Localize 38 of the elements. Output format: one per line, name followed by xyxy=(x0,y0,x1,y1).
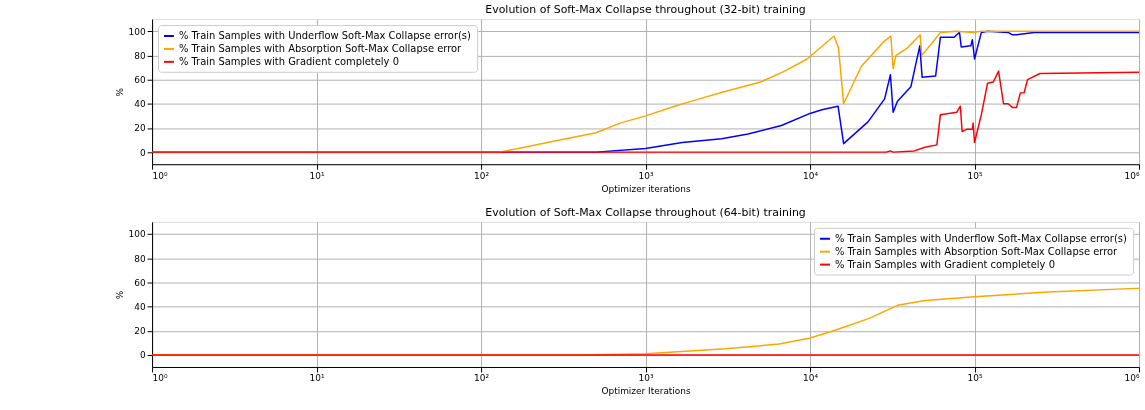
legend-label: % Train Samples with Absorption Soft-Max Collapse error xyxy=(178,42,463,54)
x-tick-label: 10³ xyxy=(638,170,654,181)
legend-label: % Train Samples with Gradient completely 0 xyxy=(178,55,399,67)
y-tick-label: 100 xyxy=(128,229,146,240)
y-tick-label: 40 xyxy=(134,301,146,312)
x-axis-title: Optimizer Iterations xyxy=(601,386,691,397)
y-axis-title: % xyxy=(114,290,125,300)
y-tick-label: 20 xyxy=(134,123,146,134)
legend-label: % Train Samples with Absorption Soft-Max Collapse error xyxy=(834,245,1119,257)
y-tick-label: 100 xyxy=(128,26,146,37)
x-tick-label: 10³ xyxy=(638,373,654,384)
y-tick-label: 20 xyxy=(134,326,146,337)
x-tick-label: 10⁴ xyxy=(803,373,819,384)
y-axis-title: % xyxy=(114,87,125,97)
x-tick-label: 10⁵ xyxy=(967,373,983,384)
y-tick-label: 0 xyxy=(139,350,146,361)
y-tick-label: 60 xyxy=(134,75,146,86)
x-tick-label: 10⁰ xyxy=(152,373,168,384)
chart-title: Evolution of Soft-Max Collapse throughout (64-bit) training xyxy=(485,205,806,219)
y-tick-label: 80 xyxy=(134,253,146,264)
x-tick-label: 10⁶ xyxy=(1124,373,1140,384)
x-tick-label: 10¹ xyxy=(309,170,325,181)
y-tick-label: 0 xyxy=(139,147,146,158)
x-tick-label: 10⁰ xyxy=(152,170,168,181)
legend-label: % Train Samples with Underflow Soft-Max Collapse error(s) xyxy=(178,29,471,41)
y-tick-label: 60 xyxy=(134,277,146,288)
y-tick-label: 80 xyxy=(134,50,146,61)
x-tick-label: 10² xyxy=(474,373,490,384)
x-tick-label: 10⁴ xyxy=(803,170,819,181)
x-axis-title: Optimizer iterations xyxy=(601,183,691,194)
x-tick-label: 10⁵ xyxy=(967,170,983,181)
legend-label: % Train Samples with Underflow Soft-Max Collapse error(s) xyxy=(834,232,1127,244)
legend-label: % Train Samples with Gradient completely 0 xyxy=(834,258,1055,270)
chart-title: Evolution of Soft-Max Collapse throughout (32-bit) training xyxy=(485,3,806,17)
x-tick-label: 10¹ xyxy=(309,373,325,384)
x-tick-label: 10⁶ xyxy=(1124,170,1140,181)
y-tick-label: 40 xyxy=(134,99,146,110)
x-tick-label: 10² xyxy=(474,170,490,181)
